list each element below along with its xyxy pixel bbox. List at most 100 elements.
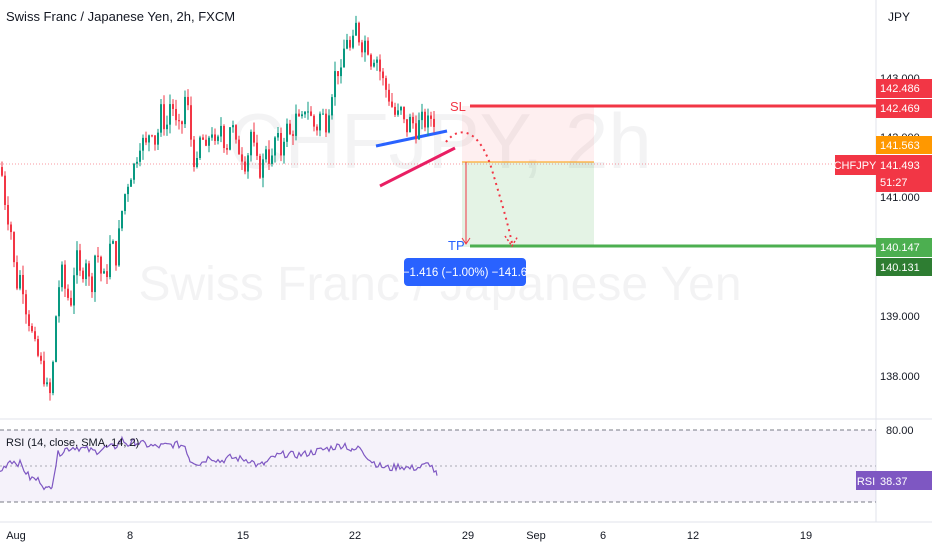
candle-body [19,274,21,289]
candle-body [157,132,159,145]
candle-body [286,123,288,142]
candle-body [268,149,270,164]
candle-body [76,250,78,276]
candle-body [241,154,243,162]
measure-badge: −1.416 (−1.00%) −141.6 [403,258,527,286]
candle-body [58,287,60,317]
candle-body [130,179,132,187]
candle-body [196,158,198,167]
candle-body [328,115,330,133]
candle-body [145,137,147,143]
candle-body [115,241,117,266]
candle-body [193,139,195,167]
measure-arrow-head [461,237,471,245]
candle-body [367,40,369,55]
candle-body [25,294,27,315]
candle-body [316,126,318,131]
rsi-line [0,435,438,491]
wedge-upper-line[interactable] [375,129,448,148]
candle-body [136,161,138,164]
candle-body [226,148,228,150]
candle-body [49,382,51,394]
candle-body [112,241,114,244]
candle-body [256,142,258,156]
candle-body [40,355,42,361]
price-tick-139: 139.000 [880,311,920,323]
candle-body [334,71,336,98]
candle-body [154,135,156,145]
candle-body [277,133,279,138]
time-label-6: 6 [600,530,606,542]
wedge-lower-line[interactable] [379,146,456,188]
candle-body [169,104,171,125]
candle-body [403,106,405,120]
price-tick-141: 141.000 [880,192,920,204]
candle-body [37,339,39,356]
chart-title: Swiss Franc / Japanese Yen, 2h, FXCM [6,9,236,24]
candle-body [412,116,414,124]
candle-body [364,40,366,53]
candle-body [430,115,432,119]
candle-body [307,111,309,113]
candle-body [160,104,162,133]
candle-body [211,134,213,138]
candle-body [295,113,297,136]
candle-body [73,275,75,306]
candle-body [181,121,183,125]
candle-body [22,274,24,295]
time-label-aug: Aug [6,530,26,542]
candle-body [175,108,177,121]
candle-body [379,59,381,72]
candle-body [421,111,423,121]
candle-body [220,125,222,137]
candle-body [214,134,216,141]
candle-body [178,120,180,122]
candle-body [325,113,327,133]
candle-body [55,316,57,362]
candle-body [409,116,411,133]
candle-body [52,361,54,394]
time-label-19: 19 [800,530,812,542]
candle-body [133,163,135,180]
time-label-8: 8 [127,530,133,542]
candle-body [253,131,255,143]
candle-body [142,137,144,151]
candle-body [244,161,246,172]
badge-sl-b: 142.469 [880,103,920,115]
candle-body [205,139,207,146]
candle-body [355,22,357,36]
candle-body [166,124,168,130]
measure-badge-text: −1.416 (−1.00%) −141.6 [403,267,527,279]
candle-body [118,228,120,266]
price-axis-ticks: 143.000 142.000 141.000 139.000 138.000 [880,73,920,383]
badge-countdown: 51:27 [880,177,908,189]
price-badges: 142.486 142.469 141.563 CHFJPY 141.493 5… [834,79,932,276]
candle-body [427,115,429,128]
candle-body [331,97,333,116]
candle-body [292,134,294,136]
candle-body [343,48,345,68]
candle-body [79,250,81,271]
badge-symbol: CHFJPY [834,160,877,172]
rsi-title: RSI (14, close, SMA, 14, 2) [6,437,139,449]
candle-body [322,113,324,115]
candle-body [199,137,201,159]
candle-body [232,125,234,128]
candle-body [223,125,225,149]
badge-tp-b: 140.131 [880,262,920,274]
candle-body [202,137,204,140]
candle-body [358,22,360,43]
candle-body [337,71,339,77]
candle-body [385,78,387,90]
candle-body [187,96,189,106]
time-label-sep: Sep [526,530,546,542]
candle-body [310,111,312,116]
candle-body [361,42,363,53]
candle-body [172,104,174,109]
candle-body [148,135,150,143]
candle-body [91,276,93,293]
candle-body [100,256,102,274]
candle-body [280,133,282,156]
candle-body [94,255,96,293]
